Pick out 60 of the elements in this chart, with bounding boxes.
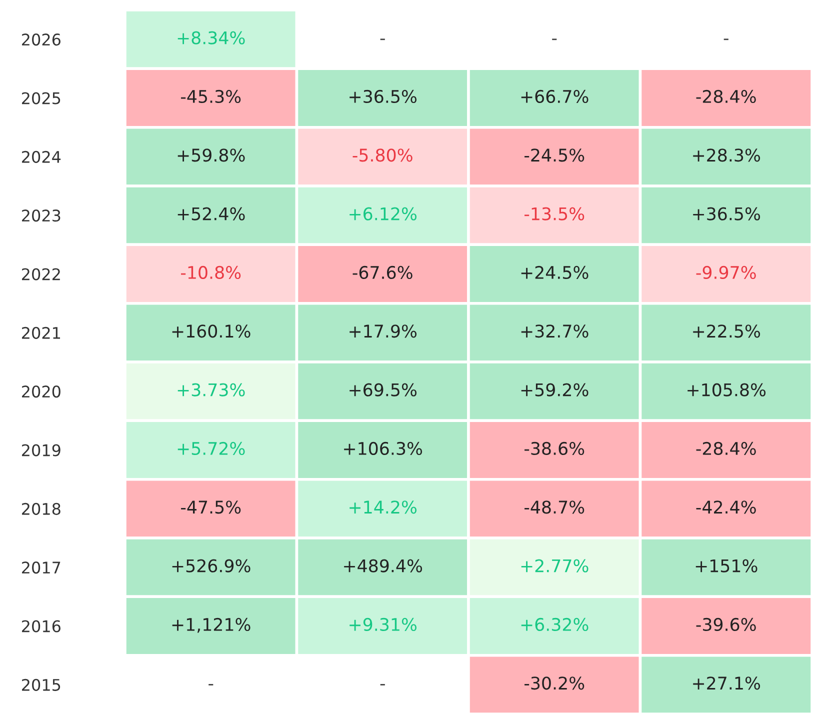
data-label: +9.31% [350,618,417,632]
data-label: -28.4% [696,442,756,456]
data-label: +105.8% [688,383,766,396]
y-tick-label: 2024 [22,150,61,163]
data-label: -47.5% [181,500,241,514]
text: - [724,38,728,40]
data-label: +6.12% [350,207,417,220]
y-tick-label: 2015 [22,678,60,691]
y-tick-label: 2020 [22,386,60,398]
data-label: -39.6% [696,618,756,632]
data-label: +52.4% [178,207,245,220]
y-tick-label: 2018 [22,502,60,515]
y-tick-label: 2025 [22,92,60,104]
data-label: -9.97% [696,266,756,280]
data-label: +17.9% [350,324,417,338]
data-label: +106.3% [344,442,422,456]
data-label: +489.4% [344,559,422,572]
y-tick-label: 2017 [22,562,60,574]
data-label: -24.5% [524,148,584,162]
data-label: +5.72% [178,442,245,456]
data-label: +526.9% [172,559,250,572]
data-label: +59.2% [521,383,588,396]
y-tick-label: 2019 [22,444,60,456]
data-label: +22.5% [693,324,760,338]
data-label: -42.4% [696,500,756,514]
data-label: -5.80% [352,148,412,162]
data-label: +28.3% [693,148,760,162]
data-label: +32.7% [521,324,588,338]
data-label: +27.1% [693,676,760,690]
y-tick-label: 2016 [22,620,60,632]
y-tick-label: 2022 [22,268,60,280]
text: - [552,38,557,40]
data-label: +14.2% [350,500,417,514]
text: - [380,684,385,686]
data-label: +36.5% [693,207,760,220]
y-tick-label: 2023 [22,210,60,222]
text: - [208,684,214,686]
data-label: +2.77% [521,559,588,572]
data-label: +160.1% [172,324,250,338]
data-label: +69.5% [350,383,417,396]
data-label: -30.2% [524,676,584,690]
data-label: +151% [696,559,758,572]
text: - [380,38,385,40]
y-tick-label: 2026 [22,34,60,46]
data-label: -48.7% [524,500,584,514]
data-label: -10.8% [181,266,241,280]
data-label: +6.32% [521,618,588,632]
data-label: -28.4% [696,90,756,104]
data-label: -67.6% [352,266,412,280]
data-label: +24.5% [521,266,588,280]
data-label: -45.3% [181,90,241,104]
data-label: +59.8% [178,148,245,162]
data-label: +3.73% [178,383,245,396]
y-tick-label: 2021 [22,326,60,339]
data-label: +8.34% [178,31,245,44]
data-label: +36.5% [350,90,417,104]
data-label: -13.5% [524,207,584,220]
data-label: +66.7% [521,90,588,104]
data-label: +1,121% [172,618,250,633]
data-label: -38.6% [524,442,584,456]
